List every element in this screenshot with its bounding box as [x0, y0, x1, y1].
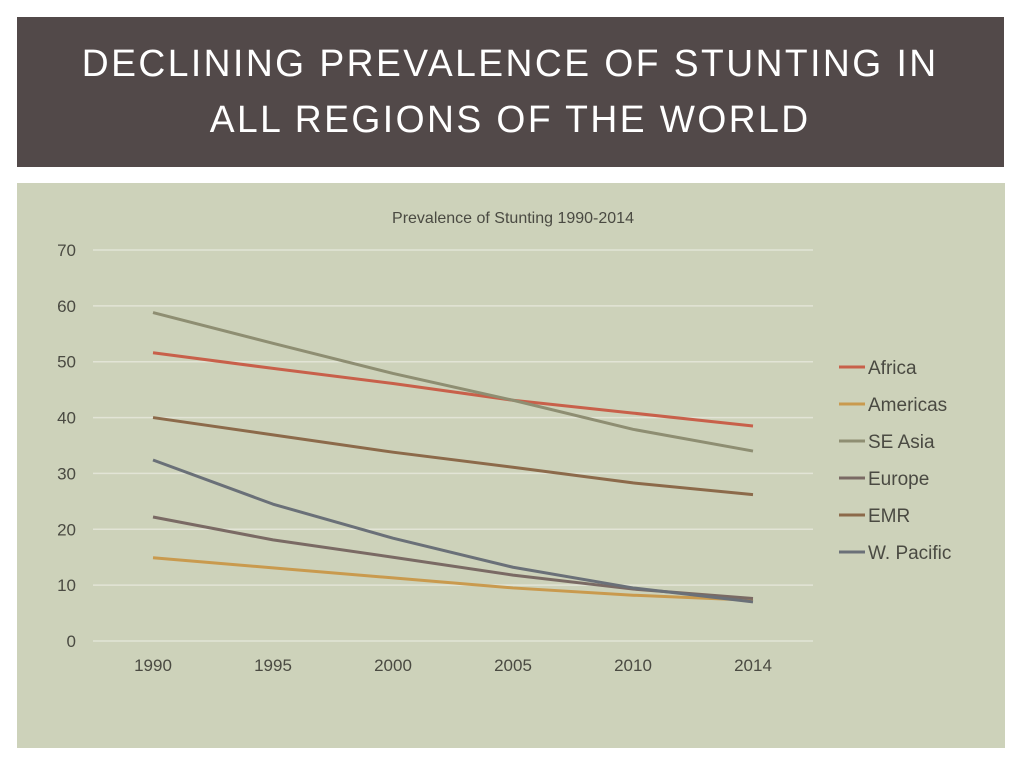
series-line-africa	[152, 351, 754, 428]
slide-title-banner: DECLINING PREVALENCE OF STUNTING IN ALL …	[17, 17, 1004, 167]
legend-label: W. Pacific	[868, 543, 951, 564]
legend-label: Americas	[868, 395, 947, 416]
slide-title: DECLINING PREVALENCE OF STUNTING IN ALL …	[82, 36, 939, 148]
x-tick-label: 2005	[494, 656, 532, 675]
legend-item-africa: Africa	[839, 358, 917, 379]
legend-label: EMR	[868, 506, 910, 527]
y-tick-label: 30	[57, 464, 76, 483]
legend: Africa Americas SE Asia Europe EMR W. Pacific	[839, 358, 951, 564]
x-tick-label: 2000	[374, 656, 412, 675]
series-lines	[152, 311, 754, 604]
legend-item-europe: Europe	[839, 469, 929, 490]
legend-label: SE Asia	[868, 432, 935, 453]
series-line-americas	[152, 556, 754, 602]
x-tick-label: 2010	[614, 656, 652, 675]
series-line-se-asia	[152, 311, 754, 453]
series-line-w-pacific	[152, 458, 754, 604]
y-tick-label: 70	[57, 241, 76, 260]
x-tick-label: 1990	[134, 656, 172, 675]
legend-label: Europe	[868, 469, 929, 490]
chart-panel: Prevalence of Stunting 1990-2014 0 10 20 30…	[17, 183, 1005, 748]
chart-title: Prevalence of Stunting 1990-2014	[392, 210, 634, 227]
legend-item-americas: Americas	[839, 395, 947, 416]
y-tick-label: 20	[57, 520, 76, 539]
series-line-emr	[152, 416, 754, 497]
y-tick-label: 60	[57, 297, 76, 316]
x-axis-ticks: 1990 1995 2000 2005 2010 2014	[134, 656, 772, 675]
x-tick-label: 2014	[734, 656, 772, 675]
slide-title-line-1: DECLINING PREVALENCE OF STUNTING IN	[82, 43, 939, 85]
legend-label: Africa	[868, 358, 917, 379]
slide-title-line-2: ALL REGIONS OF THE WORLD	[210, 99, 811, 141]
legend-item-emr: EMR	[839, 506, 910, 527]
y-tick-label: 0	[67, 632, 76, 651]
y-tick-label: 10	[57, 576, 76, 595]
legend-item-se-asia: SE Asia	[839, 432, 935, 453]
x-tick-label: 1995	[254, 656, 292, 675]
y-tick-label: 40	[57, 409, 76, 428]
legend-item-w-pacific: W. Pacific	[839, 543, 951, 564]
y-tick-label: 50	[57, 353, 76, 372]
line-chart: Prevalence of Stunting 1990-2014 0 10 20 30…	[57, 210, 951, 675]
y-axis-ticks: 0 10 20 30 40 50 60 70	[57, 241, 76, 651]
